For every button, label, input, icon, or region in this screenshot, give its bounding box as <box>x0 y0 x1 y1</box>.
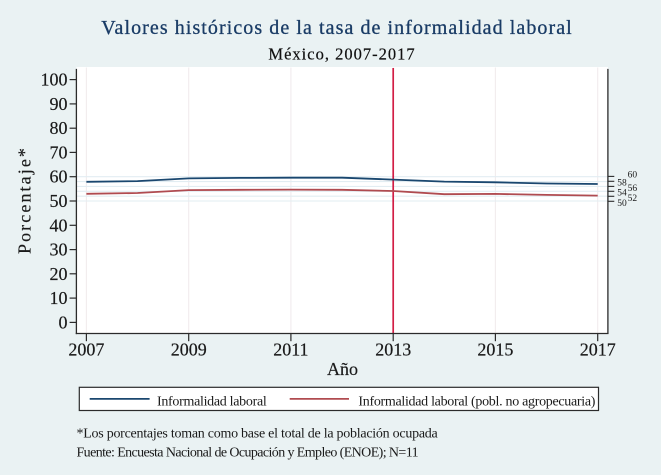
svg-text:30: 30 <box>50 240 68 260</box>
svg-text:50: 50 <box>617 199 627 209</box>
svg-text:0: 0 <box>59 312 68 332</box>
svg-text:2017: 2017 <box>580 340 616 360</box>
svg-text:56: 56 <box>628 184 638 194</box>
svg-text:2009: 2009 <box>171 340 207 360</box>
svg-text:México, 2007-2017: México, 2007-2017 <box>268 44 415 63</box>
svg-text:60: 60 <box>628 171 638 181</box>
svg-text:54: 54 <box>617 189 627 199</box>
svg-text:10: 10 <box>50 288 68 308</box>
svg-text:20: 20 <box>50 264 68 284</box>
svg-text:50: 50 <box>50 191 68 211</box>
svg-text:40: 40 <box>50 215 68 235</box>
svg-text:52: 52 <box>628 194 638 204</box>
svg-text:80: 80 <box>50 118 68 138</box>
svg-text:60: 60 <box>50 167 68 187</box>
svg-text:2007: 2007 <box>68 340 104 360</box>
svg-text:2013: 2013 <box>375 340 411 360</box>
svg-text:70: 70 <box>50 142 68 162</box>
svg-text:100: 100 <box>41 70 68 90</box>
svg-text:2011: 2011 <box>273 340 308 360</box>
svg-text:Informalidad laboral (pobl. no: Informalidad laboral (pobl. no agropecua… <box>358 395 595 410</box>
svg-text:Porcentaje*: Porcentaje* <box>15 146 35 254</box>
svg-text:Año: Año <box>327 359 358 379</box>
svg-text:2015: 2015 <box>477 340 513 360</box>
svg-text:90: 90 <box>50 94 68 114</box>
svg-text:Informalidad laboral: Informalidad laboral <box>157 395 267 410</box>
svg-text:*Los porcentajes toman como ba: *Los porcentajes toman como base el tota… <box>77 426 439 441</box>
svg-text:Valores históricos de la tasa: Valores históricos de la tasa de informa… <box>101 17 573 39</box>
svg-text:Fuente: Encuesta Nacional de O: Fuente: Encuesta Nacional de Ocupación y… <box>77 445 419 460</box>
svg-text:58: 58 <box>617 179 627 189</box>
